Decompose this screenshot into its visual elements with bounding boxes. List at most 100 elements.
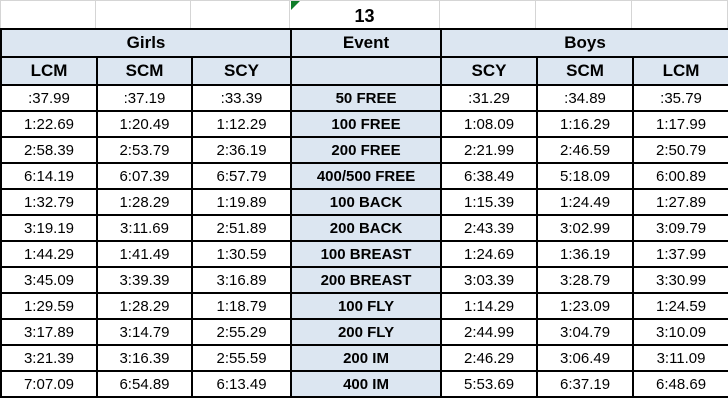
- girls-scy-cell[interactable]: 1:18.79: [190, 292, 293, 320]
- girls-lcm-cell[interactable]: 3:19.19: [0, 214, 98, 242]
- girls-scm-cell[interactable]: 1:41.49: [96, 240, 193, 268]
- boys-scm-cell[interactable]: 6:37.19: [536, 370, 635, 398]
- event-cell[interactable]: 200 BREAST: [290, 266, 443, 294]
- girls-scm-cell[interactable]: 1:28.29: [96, 292, 193, 320]
- girls-scm-cell[interactable]: :37.19: [96, 84, 193, 112]
- event-cell[interactable]: 200 BACK: [290, 214, 443, 242]
- boys-lcm-cell[interactable]: 3:09.79: [632, 214, 728, 242]
- event-cell[interactable]: 100 BREAST: [290, 240, 443, 268]
- boys-scm-cell[interactable]: 5:18.09: [536, 162, 635, 190]
- boys-lcm-cell[interactable]: 3:11.09: [632, 344, 728, 372]
- girls-scm-cell[interactable]: 2:53.79: [96, 136, 193, 164]
- event-cell[interactable]: 400 IM: [290, 370, 443, 398]
- boys-scm-header[interactable]: SCM: [536, 56, 635, 86]
- boys-scm-cell[interactable]: 1:36.19: [536, 240, 635, 268]
- boys-scy-header[interactable]: SCY: [440, 56, 539, 86]
- event-cell[interactable]: 100 FREE: [290, 110, 443, 138]
- strip-cell-a[interactable]: [0, 1, 96, 28]
- girls-lcm-cell[interactable]: 7:07.09: [0, 370, 98, 398]
- event-cell[interactable]: 400/500 FREE: [290, 162, 443, 190]
- girls-group-header[interactable]: Girls: [0, 28, 293, 58]
- strip-cell-e[interactable]: [440, 1, 536, 28]
- boys-scy-cell[interactable]: :31.29: [440, 84, 539, 112]
- event-group-header[interactable]: Event: [290, 28, 443, 58]
- boys-scm-cell[interactable]: 1:16.29: [536, 110, 635, 138]
- girls-scy-cell[interactable]: :33.39: [190, 84, 293, 112]
- boys-lcm-cell[interactable]: 6:48.69: [632, 370, 728, 398]
- event-subheader-cell[interactable]: [290, 56, 443, 86]
- girls-scy-header[interactable]: SCY: [190, 56, 293, 86]
- girls-scm-cell[interactable]: 1:28.29: [96, 188, 193, 216]
- strip-cell-b[interactable]: [96, 1, 191, 28]
- boys-lcm-header[interactable]: LCM: [632, 56, 728, 86]
- strip-cell-g[interactable]: [632, 1, 728, 28]
- boys-scy-cell[interactable]: 1:24.69: [440, 240, 539, 268]
- girls-lcm-cell[interactable]: 3:21.39: [0, 344, 98, 372]
- boys-scm-cell[interactable]: 1:24.49: [536, 188, 635, 216]
- boys-scm-cell[interactable]: :34.89: [536, 84, 635, 112]
- girls-scm-cell[interactable]: 6:07.39: [96, 162, 193, 190]
- event-cell[interactable]: 200 IM: [290, 344, 443, 372]
- girls-scm-cell[interactable]: 3:14.79: [96, 318, 193, 346]
- event-cell[interactable]: 50 FREE: [290, 84, 443, 112]
- boys-lcm-cell[interactable]: 1:27.89: [632, 188, 728, 216]
- boys-lcm-cell[interactable]: 1:17.99: [632, 110, 728, 138]
- boys-scy-cell[interactable]: 1:15.39: [440, 188, 539, 216]
- boys-lcm-cell[interactable]: 3:10.09: [632, 318, 728, 346]
- girls-scm-cell[interactable]: 6:54.89: [96, 370, 193, 398]
- girls-lcm-header[interactable]: LCM: [0, 56, 98, 86]
- girls-lcm-cell[interactable]: 1:44.29: [0, 240, 98, 268]
- boys-scm-cell[interactable]: 1:23.09: [536, 292, 635, 320]
- boys-scy-cell[interactable]: 2:44.99: [440, 318, 539, 346]
- girls-lcm-cell[interactable]: :37.99: [0, 84, 98, 112]
- event-cell[interactable]: 200 FLY: [290, 318, 443, 346]
- girls-scm-header[interactable]: SCM: [96, 56, 193, 86]
- girls-lcm-cell[interactable]: 3:17.89: [0, 318, 98, 346]
- girls-scy-cell[interactable]: 1:19.89: [190, 188, 293, 216]
- girls-scy-cell[interactable]: 2:55.59: [190, 344, 293, 372]
- boys-lcm-cell[interactable]: 1:37.99: [632, 240, 728, 268]
- girls-scy-cell[interactable]: 2:51.89: [190, 214, 293, 242]
- boys-scm-cell[interactable]: 3:06.49: [536, 344, 635, 372]
- girls-lcm-cell[interactable]: 2:58.39: [0, 136, 98, 164]
- boys-lcm-cell[interactable]: 1:24.59: [632, 292, 728, 320]
- boys-scm-cell[interactable]: 3:02.99: [536, 214, 635, 242]
- event-cell[interactable]: 100 FLY: [290, 292, 443, 320]
- boys-scy-cell[interactable]: 1:08.09: [440, 110, 539, 138]
- boys-scy-cell[interactable]: 1:14.29: [440, 292, 539, 320]
- girls-lcm-cell[interactable]: 1:22.69: [0, 110, 98, 138]
- boys-lcm-cell[interactable]: :35.79: [632, 84, 728, 112]
- strip-cell-f[interactable]: [536, 1, 632, 28]
- boys-scy-cell[interactable]: 2:43.39: [440, 214, 539, 242]
- girls-lcm-cell[interactable]: 1:29.59: [0, 292, 98, 320]
- girls-scm-cell[interactable]: 1:20.49: [96, 110, 193, 138]
- boys-scy-cell[interactable]: 3:03.39: [440, 266, 539, 294]
- girls-scy-cell[interactable]: 2:55.29: [190, 318, 293, 346]
- girls-scy-cell[interactable]: 6:13.49: [190, 370, 293, 398]
- girls-lcm-cell[interactable]: 3:45.09: [0, 266, 98, 294]
- strip-cell-c[interactable]: [191, 1, 290, 28]
- boys-scy-cell[interactable]: 5:53.69: [440, 370, 539, 398]
- age-title-cell[interactable]: 13: [290, 1, 440, 28]
- boys-scm-cell[interactable]: 3:28.79: [536, 266, 635, 294]
- girls-scm-cell[interactable]: 3:11.69: [96, 214, 193, 242]
- boys-lcm-cell[interactable]: 2:50.79: [632, 136, 728, 164]
- girls-scy-cell[interactable]: 2:36.19: [190, 136, 293, 164]
- girls-scy-cell[interactable]: 1:30.59: [190, 240, 293, 268]
- girls-scy-cell[interactable]: 1:12.29: [190, 110, 293, 138]
- boys-scy-cell[interactable]: 2:21.99: [440, 136, 539, 164]
- girls-scy-cell[interactable]: 3:16.89: [190, 266, 293, 294]
- boys-scm-cell[interactable]: 3:04.79: [536, 318, 635, 346]
- girls-scy-cell[interactable]: 6:57.79: [190, 162, 293, 190]
- boys-group-header[interactable]: Boys: [440, 28, 728, 58]
- event-cell[interactable]: 200 FREE: [290, 136, 443, 164]
- event-cell[interactable]: 100 BACK: [290, 188, 443, 216]
- boys-scy-cell[interactable]: 6:38.49: [440, 162, 539, 190]
- girls-lcm-cell[interactable]: 1:32.79: [0, 188, 98, 216]
- boys-scy-cell[interactable]: 2:46.29: [440, 344, 539, 372]
- girls-lcm-cell[interactable]: 6:14.19: [0, 162, 98, 190]
- boys-scm-cell[interactable]: 2:46.59: [536, 136, 635, 164]
- boys-lcm-cell[interactable]: 6:00.89: [632, 162, 728, 190]
- boys-lcm-cell[interactable]: 3:30.99: [632, 266, 728, 294]
- girls-scm-cell[interactable]: 3:39.39: [96, 266, 193, 294]
